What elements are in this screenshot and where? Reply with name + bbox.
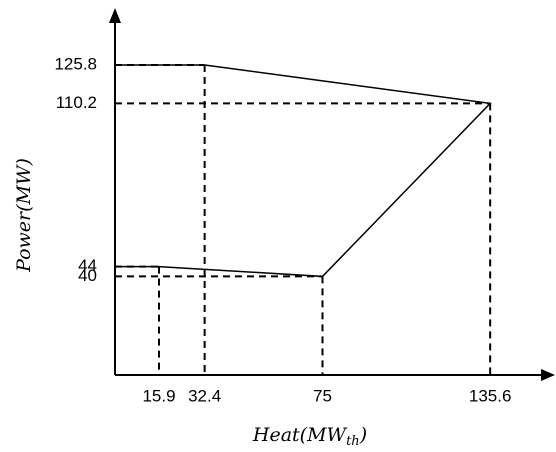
y-arrow [109, 8, 121, 23]
x-tick-label: 135.6 [469, 386, 512, 405]
x-tick-label: 15.9 [142, 386, 175, 405]
x-tick-label: 75 [313, 386, 332, 405]
x-arrow [541, 369, 555, 381]
x-tick-label: 32.4 [188, 386, 221, 405]
x-axis-label: Heat(MWth) [252, 424, 367, 449]
region-boundary [115, 64, 492, 278]
y-tick-label: 110.2 [56, 93, 97, 112]
y-axis-label: Power(MW) [13, 158, 35, 273]
y-tick-label: 40 [78, 266, 97, 285]
y-tick-label: 44 [78, 256, 97, 275]
y-tick-label: 125.8 [54, 54, 97, 73]
x-label-sub: th [346, 434, 360, 449]
x-label-close: ) [359, 424, 367, 446]
x-label-main: Heat(MW [252, 424, 348, 446]
